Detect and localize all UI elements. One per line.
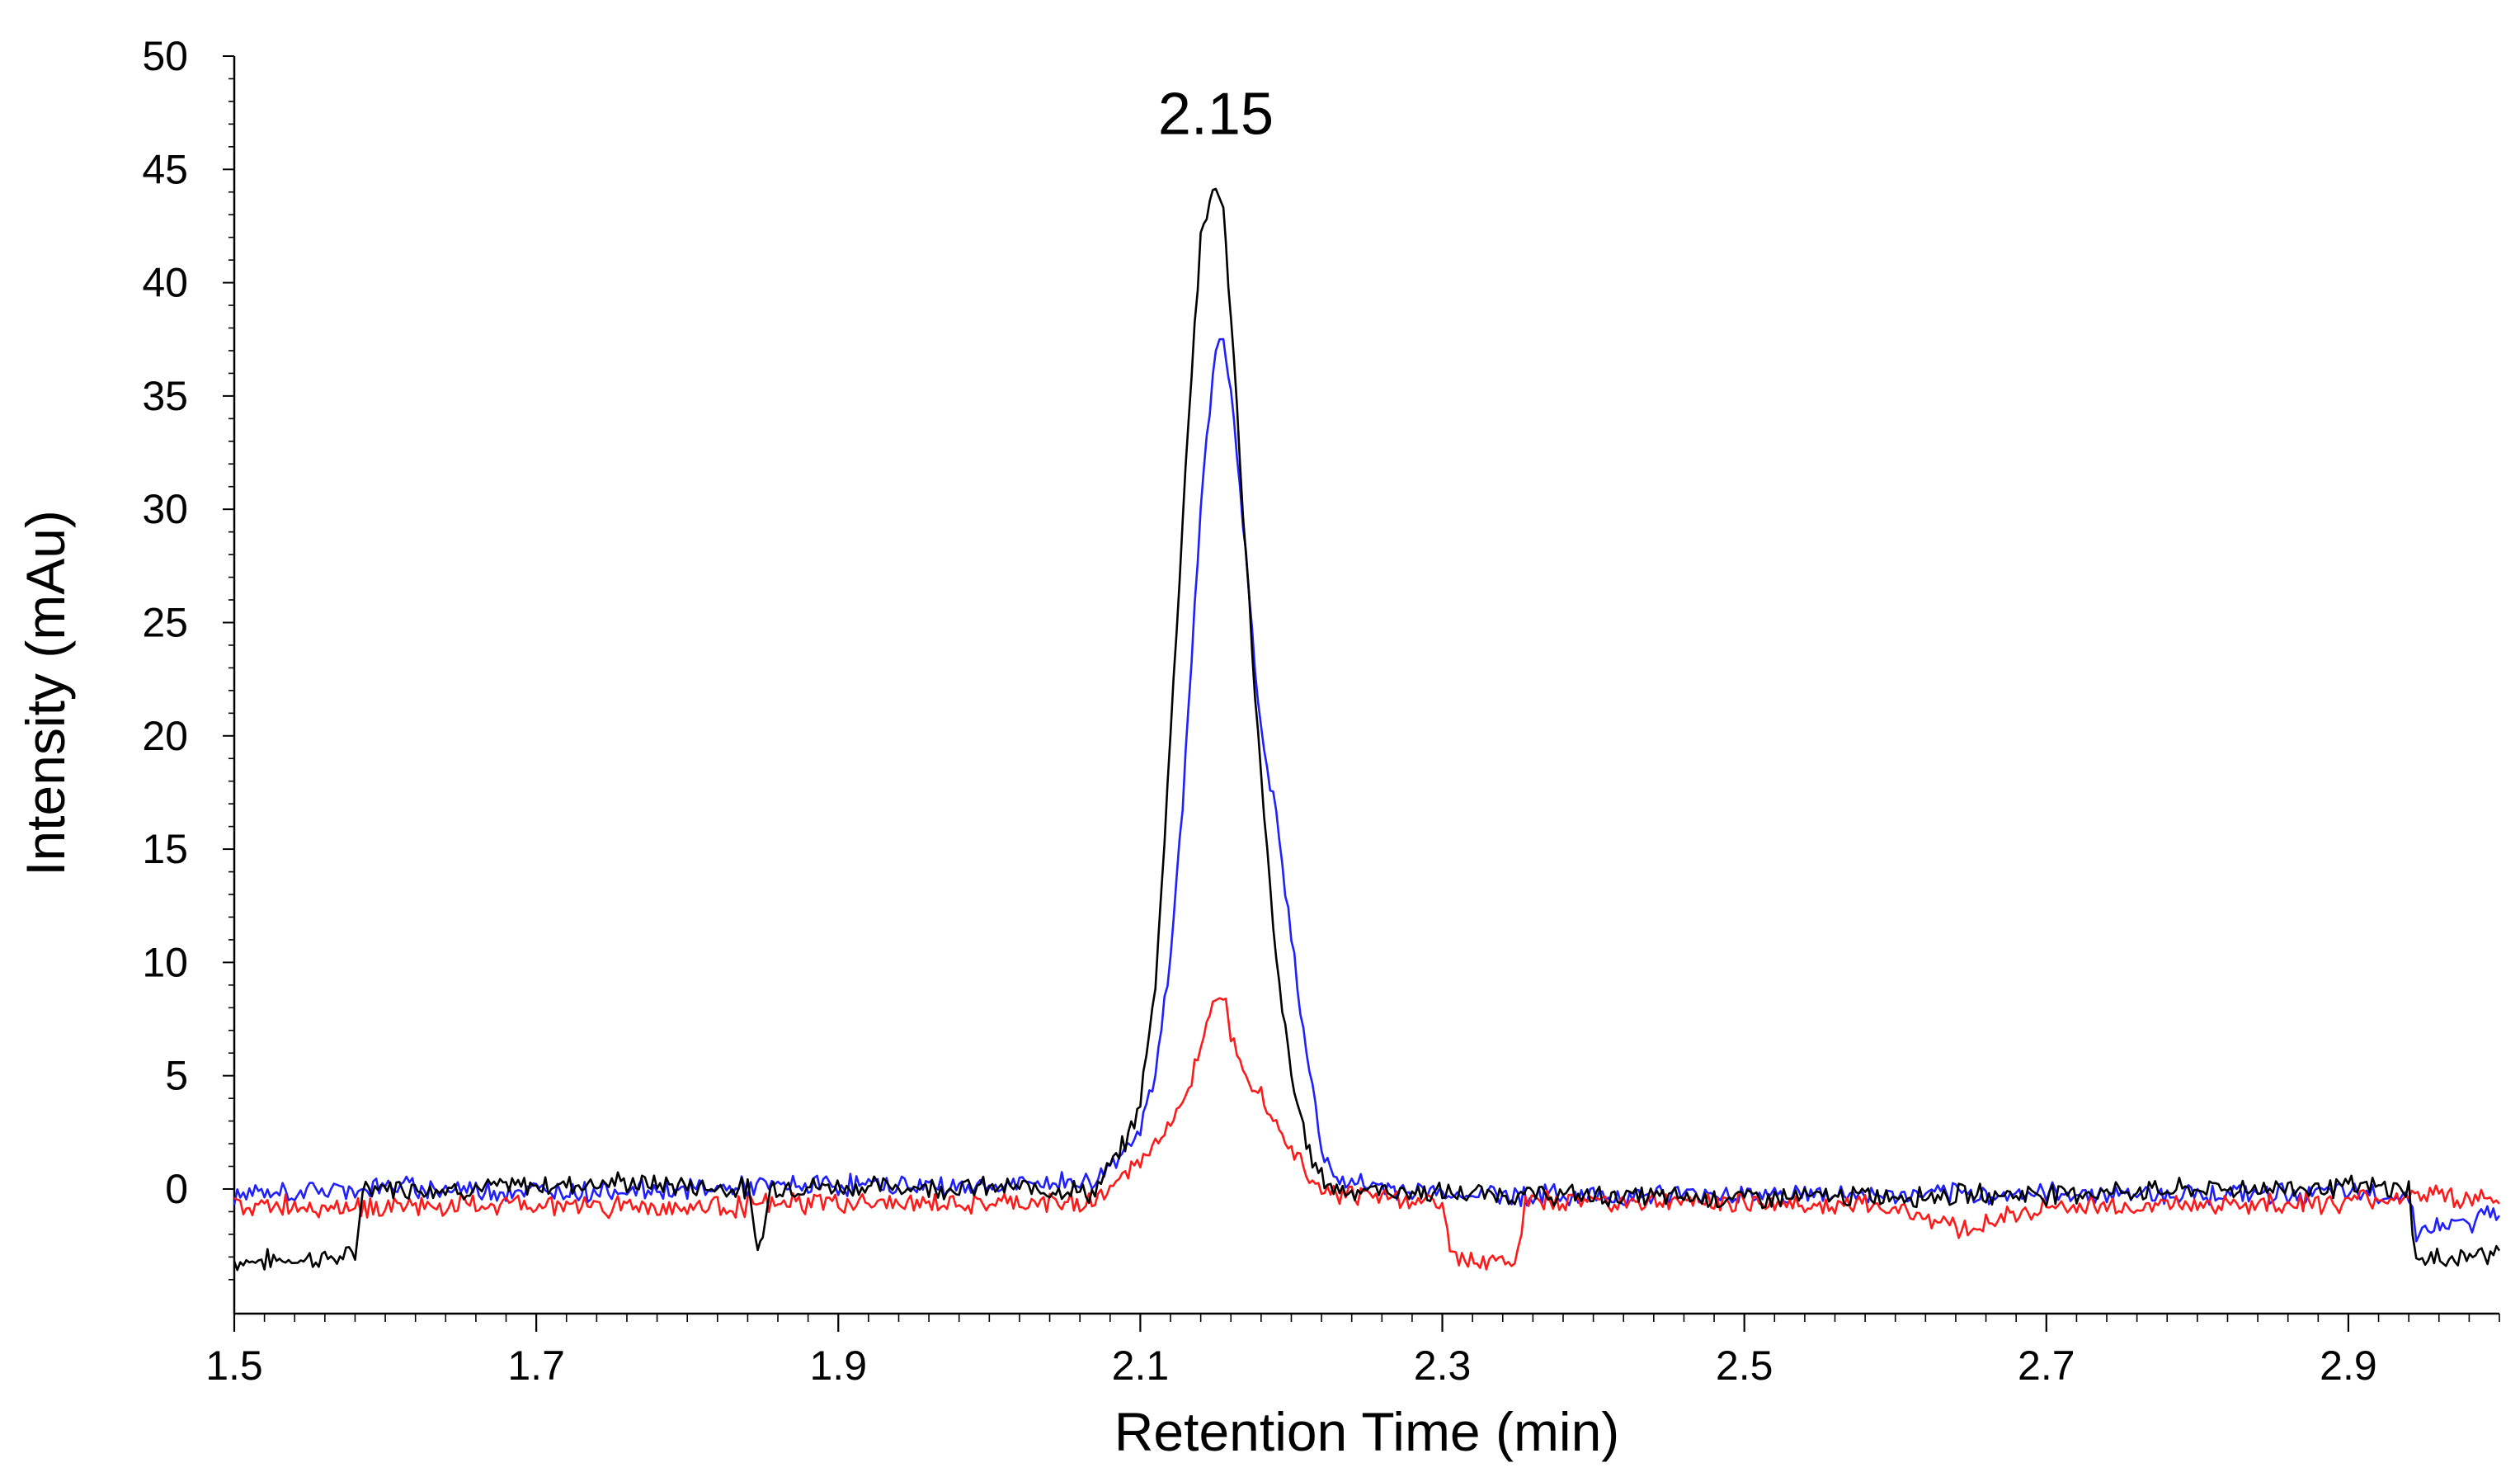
y-tick-label: 20: [142, 713, 188, 759]
x-tick-label: 1.5: [205, 1343, 263, 1389]
y-tick-label: 0: [165, 1166, 188, 1212]
series-line-1: [233, 187, 2501, 1272]
x-tick-label: 1.9: [810, 1343, 868, 1389]
y-tick-label: 15: [142, 826, 188, 872]
x-tick-label: 2.3: [1414, 1343, 1472, 1389]
series-layer: [233, 187, 2501, 1272]
y-tick-label: 5: [165, 1053, 188, 1099]
series-line-3: [233, 997, 2500, 1271]
series-line-2: [233, 337, 2501, 1243]
label-layer: Retention Time (min) Intensity (mAu) 2.1…: [15, 82, 1619, 1462]
y-axis-title: Intensity (mAu): [15, 510, 76, 876]
x-tick-label: 2.7: [2018, 1343, 2075, 1389]
x-axis-title: Retention Time (min): [1114, 1401, 1620, 1462]
y-tick-label: 10: [142, 939, 188, 985]
y-tick-label: 35: [142, 373, 188, 419]
y-tick-label: 45: [142, 146, 188, 192]
y-tick-label: 40: [142, 260, 188, 306]
y-tick-label: 25: [142, 599, 188, 645]
y-tick-label: 30: [142, 486, 188, 532]
peak-annotation-label: 2.15: [1158, 82, 1274, 148]
x-tick-label: 2.9: [2320, 1343, 2377, 1389]
x-tick-label: 2.5: [1716, 1343, 1773, 1389]
y-tick-label: 50: [142, 33, 188, 79]
x-tick-label: 1.7: [507, 1343, 565, 1389]
x-tick-label: 2.1: [1112, 1343, 1170, 1389]
axes-layer: 0 5 10 15 20 25 30 35 40 45 50 1.5 1.7 1.9 2.1 2.3 2.5 2.…: [142, 33, 2500, 1389]
